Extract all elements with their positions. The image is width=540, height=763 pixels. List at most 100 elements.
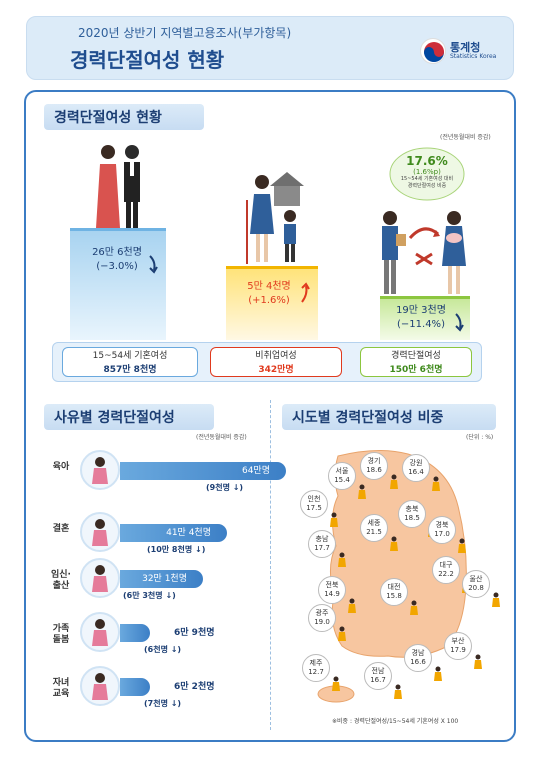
section1-note: (전년동월대비 증감): [440, 134, 491, 141]
ratio-desc-1: 15~54세 기혼여성 대비: [400, 176, 454, 182]
reason-bar: 41만 4천명: [120, 524, 227, 542]
region-value: 18.6: [366, 466, 382, 474]
region-value: 16.7: [370, 676, 386, 684]
reason-value: 41만 4천명: [166, 528, 211, 538]
region-name: 경기: [367, 457, 381, 465]
region-label: 인천 17.5: [300, 490, 328, 518]
summary-career-break-value: 150만 6천명: [389, 365, 443, 375]
reason-label-text: 임신·: [51, 570, 71, 580]
region-label: 대구 22.2: [432, 556, 460, 584]
married-value: 26만 6천명: [92, 247, 142, 258]
nonemployed-platform: [226, 266, 318, 340]
woman-pin-icon: [458, 538, 466, 558]
reason-change: (6천명 ↓): [144, 645, 182, 654]
region-label: 강원 16.4: [402, 454, 430, 482]
married-change: (−3.0%): [96, 261, 138, 272]
reason-change: (6만 3천명 ↓): [123, 591, 176, 600]
reason-value: 32만 1천명: [142, 574, 187, 584]
reason-change: (9천명 ↓): [206, 483, 244, 492]
region-label: 전북 14.9: [318, 576, 346, 604]
woman-pin-icon: [338, 552, 346, 572]
reason-label-1: 결혼: [48, 524, 74, 535]
summary-career-break: 경력단절여성 150만 6천명: [360, 347, 472, 377]
region-value: 16.6: [410, 658, 426, 666]
section3-unit: (단위 : %): [466, 434, 494, 441]
nonemployed-change: (+1.6%): [248, 295, 290, 306]
down-arrow-icon: [455, 313, 464, 332]
reason-label-text: 육아: [52, 462, 70, 472]
woman-pin-icon: [358, 484, 366, 504]
region-label: 울산 20.8: [462, 570, 490, 598]
logo-name: 통계청: [450, 41, 481, 54]
reason-figure-icon: [80, 666, 120, 706]
region-value: 17.0: [434, 530, 450, 538]
reason-value: 64만명: [241, 466, 270, 476]
region-label: 대전 15.8: [380, 578, 408, 606]
taegeuk-logo-icon: [420, 38, 446, 64]
region-label: 광주 19.0: [308, 604, 336, 632]
reason-bar: 6만 2천명: [120, 678, 215, 696]
career-break-value: 19만 3천명: [396, 305, 446, 316]
region-name: 전북: [325, 581, 339, 589]
ratio-bubble-shape: [389, 147, 465, 201]
section-divider: [270, 400, 271, 730]
reason-label-text: 자녀: [52, 678, 70, 688]
reason-figure-icon: [80, 558, 120, 598]
region-name: 울산: [469, 575, 483, 583]
region-value: 17.9: [450, 646, 466, 654]
reason-label-text: 출산: [52, 581, 70, 591]
section3-footnote: ※비중 : 경력단절여성/15~54세 기혼여성 X 100: [332, 718, 459, 725]
woman-pin-icon: [390, 536, 398, 556]
down-arrow-icon: [149, 255, 158, 274]
region-value: 18.5: [404, 514, 420, 522]
region-label: 충북 18.5: [398, 500, 426, 528]
reason-change: (7천명 ↓): [144, 699, 182, 708]
woman-pin-icon: [338, 626, 346, 646]
region-name: 강원: [409, 459, 423, 467]
reason-label-4: 자녀 교육: [48, 678, 74, 700]
woman-pin-icon: [492, 592, 500, 612]
summary-nonemployed: 비취업여성 342만명: [210, 347, 342, 377]
region-name: 부산: [451, 637, 465, 645]
region-name: 충남: [315, 535, 329, 543]
region-value: 19.0: [314, 618, 330, 626]
region-name: 세종: [367, 519, 381, 527]
reason-bar: 64만명: [120, 462, 286, 480]
working-mother-icon: [382, 211, 466, 294]
woman-pin-icon: [348, 598, 356, 618]
region-value: 12.7: [308, 668, 324, 676]
reason-figure-icon: [80, 512, 120, 552]
woman-pin-icon: [394, 684, 402, 704]
region-label: 부산 17.9: [444, 632, 472, 660]
region-name: 광주: [315, 609, 329, 617]
page-title: 경력단절여성 현황: [70, 48, 225, 72]
ratio-desc-2: 경력단절여성 비중: [407, 183, 447, 189]
region-value: 22.2: [438, 570, 454, 578]
region-value: 20.8: [468, 584, 484, 592]
summary-married: 15~54세 기혼여성 857만 8천명: [62, 347, 198, 377]
woman-pin-icon: [332, 676, 340, 696]
region-value: 17.7: [314, 544, 330, 552]
reason-label-text: 돌봄: [52, 635, 70, 645]
reason-value: 6만 2천명: [174, 682, 215, 692]
region-label: 경기 18.6: [360, 452, 388, 480]
section1-title: 경력단절여성 현황: [44, 104, 204, 130]
summary-nonemployed-label: 비취업여성: [255, 351, 297, 361]
region-name: 경남: [411, 649, 425, 657]
region-name: 인천: [307, 495, 321, 503]
region-label: 경남 16.6: [404, 644, 432, 672]
up-arrow-icon: [301, 282, 310, 303]
reason-change: (10만 8천명 ↓): [147, 545, 206, 554]
region-value: 15.8: [386, 592, 402, 600]
summary-married-value: 857만 8천명: [103, 365, 157, 375]
region-value: 15.4: [334, 476, 350, 484]
header-subtitle: 2020년 상반기 지역별고용조사(부가항목): [78, 26, 292, 40]
region-label: 충남 17.7: [308, 530, 336, 558]
reason-label-3: 가족 돌봄: [48, 624, 74, 646]
region-label: 경북 17.0: [428, 516, 456, 544]
reason-figure-icon: [80, 450, 120, 490]
region-label: 제주 12.7: [302, 654, 330, 682]
woman-pin-icon: [434, 666, 442, 686]
homemaker-child-icon: [246, 172, 304, 264]
region-name: 전남: [371, 667, 385, 675]
